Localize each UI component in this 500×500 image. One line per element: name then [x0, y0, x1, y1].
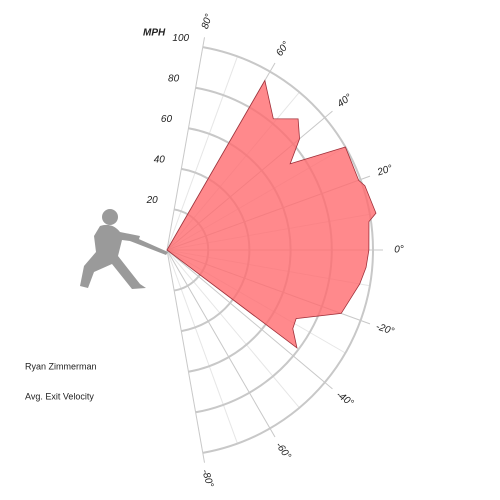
radial-tick-label: 80 — [168, 73, 180, 84]
velocity-area — [166, 79, 377, 349]
angle-spoke — [166, 37, 206, 251]
angle-tick-label: -60° — [273, 440, 293, 461]
angle-tick-label: 80° — [200, 13, 215, 31]
radial-tick-label: 100 — [172, 33, 189, 44]
radial-axis-title: MPH — [143, 28, 166, 39]
radial-tick-label: 60 — [161, 114, 173, 125]
marks — [166, 79, 377, 349]
minor-spoke — [166, 56, 238, 251]
angle-tick-label: 20° — [375, 163, 394, 178]
radial-tick-label: 40 — [154, 154, 166, 165]
minor-spoke — [166, 249, 238, 444]
legend-entry: Avg. Exit Velocity — [25, 391, 94, 401]
angle-spoke — [166, 249, 206, 463]
angle-tick-label: 0° — [394, 245, 404, 256]
angle-tick-label: -20° — [374, 321, 395, 337]
angle-spoke — [166, 249, 333, 390]
angle-spoke — [166, 249, 276, 438]
radial-tick-label: 20 — [146, 195, 159, 206]
angle-tick-label: 40° — [335, 92, 354, 110]
angle-tick-label: -80° — [199, 468, 215, 489]
batter-icon — [80, 209, 168, 289]
angle-tick-label: -40° — [334, 389, 355, 409]
angle-tick-label: 60° — [274, 40, 292, 59]
player-name: Ryan Zimmerman — [25, 361, 97, 371]
minor-spoke — [166, 249, 300, 409]
